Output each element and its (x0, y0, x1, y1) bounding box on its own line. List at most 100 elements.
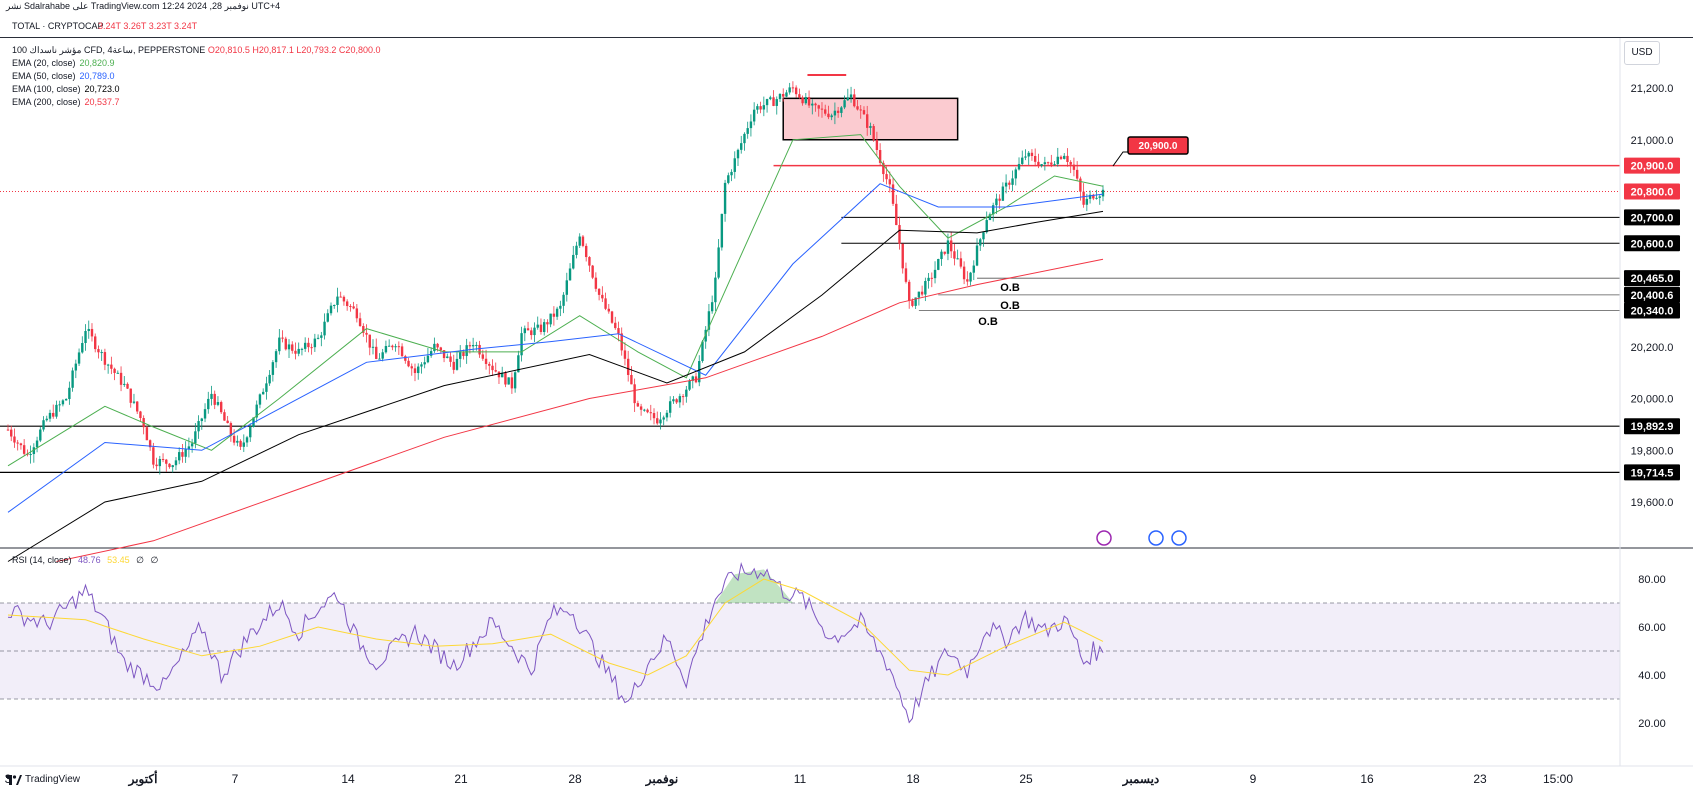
candle-body (888, 179, 892, 185)
candle-body (378, 358, 381, 360)
candle-body (420, 364, 423, 367)
candle-body (646, 409, 649, 413)
level-price-label: 19,892.9 (1631, 421, 1674, 433)
price-tick-label: 20,000.0 (1631, 394, 1674, 406)
candle-body (614, 322, 617, 329)
candle-body (594, 277, 598, 289)
candle-body (375, 346, 378, 359)
candle-body (717, 247, 720, 278)
candle-body (1063, 155, 1066, 159)
ema100-line (7, 210, 1104, 562)
rsi-line (7, 561, 1104, 724)
candle-body (455, 358, 459, 370)
candle-body (52, 412, 55, 417)
candle-body (433, 343, 436, 352)
candle-body (1037, 161, 1040, 166)
candle-body (232, 435, 236, 443)
candle-body (462, 352, 465, 357)
candle-body (775, 99, 778, 106)
candle-body (274, 351, 278, 363)
candle-body (342, 296, 346, 302)
ob-label: O.B (1000, 282, 1020, 294)
ticker-bar: TOTAL · CRYPTOCAP 3.24T 3.26T 3.23T 3.24… (0, 15, 1693, 38)
ema100-row[interactable]: EMA (100, close) 20,723.0 (12, 83, 380, 96)
candle-body (707, 311, 711, 330)
candle-body (84, 331, 87, 344)
candle-body (190, 443, 194, 447)
level-price-label: 20,465.0 (1631, 273, 1674, 285)
candle-body (64, 399, 68, 401)
candle-body (998, 198, 1001, 201)
currency-selector[interactable]: USD (1624, 41, 1660, 65)
candle-body (223, 412, 226, 421)
candle-body (1072, 164, 1076, 170)
rsi-legend[interactable]: RSI (14, close) 48.76 53.45 ∅ ∅ (12, 555, 158, 566)
candle-body (982, 232, 985, 240)
candle-body (824, 109, 827, 114)
candle-body (949, 240, 953, 252)
candle-body (229, 423, 233, 436)
candle-body (58, 404, 61, 406)
candle-body (349, 306, 352, 308)
candle-body (481, 354, 485, 359)
level-price-label: 20,900.0 (1631, 161, 1674, 173)
footer-brand[interactable]: TradingView (6, 774, 80, 785)
candle-body (184, 449, 187, 457)
candle-body (400, 346, 404, 357)
candle-body (103, 352, 107, 365)
candle-body (187, 446, 191, 450)
candle-body (917, 291, 921, 298)
candle-body (836, 110, 840, 113)
candle-body (329, 305, 333, 314)
ticker-name[interactable]: TOTAL · CRYPTOCAP (12, 21, 104, 31)
candle-body (817, 105, 820, 109)
time-tick-label: 9 (1250, 772, 1257, 786)
candle-body (878, 150, 882, 163)
candle-body (830, 115, 833, 118)
candle-body (630, 374, 633, 385)
candle-body (336, 296, 339, 305)
ema50-row[interactable]: EMA (50, close) 20,789.0 (12, 70, 380, 83)
candle-body (794, 87, 798, 95)
candle-body (898, 225, 901, 244)
candle-body (559, 305, 562, 309)
candle-body (219, 402, 223, 413)
callout-label: 20,900.0 (1139, 141, 1178, 152)
candle-body (1033, 156, 1037, 162)
ema20-row[interactable]: EMA (20, close) 20,820.9 (12, 57, 380, 70)
candle-body (326, 313, 329, 322)
candle-body (546, 322, 549, 325)
candle-body (197, 421, 200, 432)
candle-body (788, 87, 791, 93)
level-price-box (1624, 235, 1680, 252)
candle-body (168, 463, 171, 468)
level-price-box (1624, 286, 1680, 303)
level-price-label: 19,714.5 (1631, 467, 1674, 479)
level-price-label: 20,600.0 (1631, 238, 1674, 250)
candle-body (110, 364, 113, 369)
candle-body (216, 402, 220, 405)
candle-body (155, 464, 158, 467)
level-price-box (1624, 418, 1680, 435)
price-tick-label: 20,200.0 (1631, 342, 1674, 354)
main-series-row[interactable]: مؤشر ناسداك 100 CFD, ساعة4, PEPPERSTONE … (12, 44, 380, 57)
ob-label: O.B (978, 316, 998, 328)
candle-body (39, 429, 42, 441)
candle-body (927, 277, 930, 281)
candle-body (397, 346, 401, 348)
candle-body (123, 383, 126, 385)
rsi-tick-label: 20.00 (1638, 718, 1666, 730)
candle-body (87, 328, 90, 332)
candle-body (743, 133, 746, 144)
candle-body (956, 258, 959, 260)
level-price-box (1624, 209, 1680, 226)
level-price-label: 20,400.6 (1631, 290, 1674, 302)
ema200-row[interactable]: EMA (200, close) 20,537.7 (12, 96, 380, 109)
candle-body (846, 97, 850, 101)
candle-body (636, 403, 640, 407)
candle-body (966, 279, 969, 282)
candle-body (16, 442, 19, 444)
candle-body (575, 245, 578, 255)
candle-body (291, 344, 294, 351)
